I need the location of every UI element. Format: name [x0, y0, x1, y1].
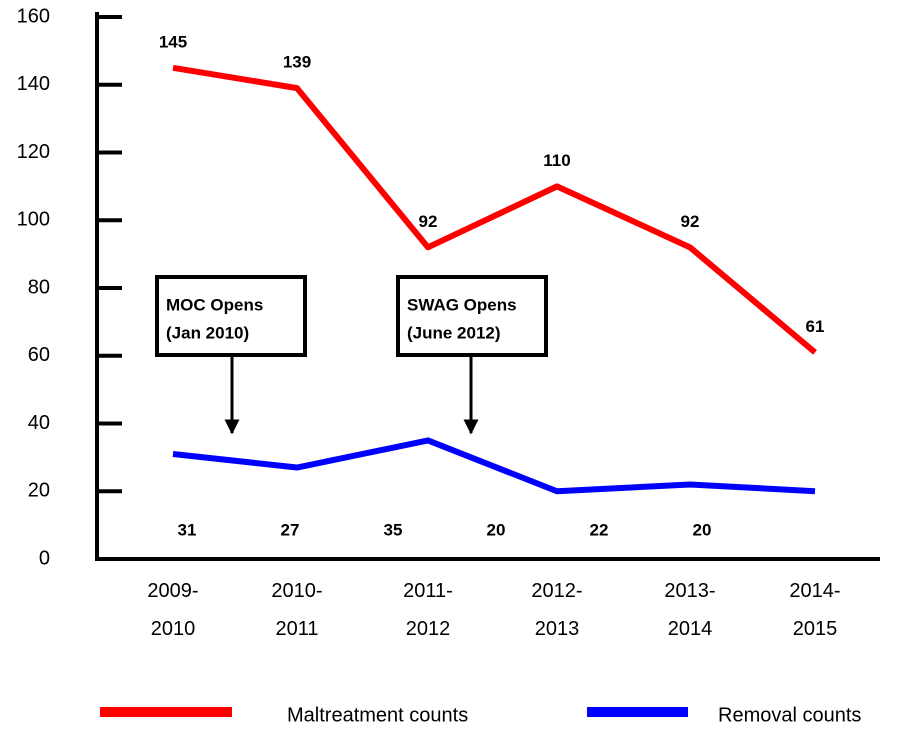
annotation-box	[396, 275, 548, 357]
data-label: 20	[487, 520, 506, 539]
data-label: 139	[283, 53, 311, 72]
annotation-text: MOC Opens	[166, 295, 263, 314]
data-label: 35	[384, 520, 403, 539]
y-tick-label: 40	[28, 412, 50, 434]
legend-label: Removal counts	[718, 704, 861, 726]
x-tick-label: 2012-2013	[531, 580, 582, 640]
data-label: 27	[281, 520, 300, 539]
series-line	[172, 64, 817, 355]
data-label: 110	[543, 151, 570, 170]
y-tick-label: 0	[39, 547, 50, 569]
annotation-text: (June 2012)	[407, 323, 501, 342]
x-tick-label: 2014-2015	[789, 580, 840, 640]
data-label: 61	[806, 317, 825, 336]
y-tick-label: 140	[17, 73, 50, 95]
y-tick-label: 60	[28, 344, 50, 366]
legend-label: Maltreatment counts	[287, 704, 468, 726]
x-tick-label: 2011-2012	[403, 580, 453, 640]
x-tick-label: 2010-2011	[271, 580, 322, 640]
data-label: 92	[419, 212, 438, 231]
series-line	[172, 437, 816, 495]
annotation-text: SWAG Opens	[407, 295, 517, 314]
x-tick-label: 2009-2010	[147, 580, 198, 640]
y-tick-label: 120	[17, 141, 50, 163]
annotation-box	[155, 275, 307, 357]
data-label: 145	[159, 32, 187, 51]
y-tick-label: 160	[17, 5, 50, 27]
data-label: 92	[681, 212, 700, 231]
data-label: 22	[590, 520, 609, 539]
x-tick-label: 2013-2014	[664, 580, 715, 640]
data-label: 31	[178, 520, 197, 539]
y-tick-label: 20	[28, 480, 50, 502]
annotation-text: (Jan 2010)	[166, 323, 249, 342]
y-tick-label: 80	[28, 276, 50, 298]
y-tick-label: 100	[17, 209, 50, 231]
data-label: 20	[693, 520, 712, 539]
